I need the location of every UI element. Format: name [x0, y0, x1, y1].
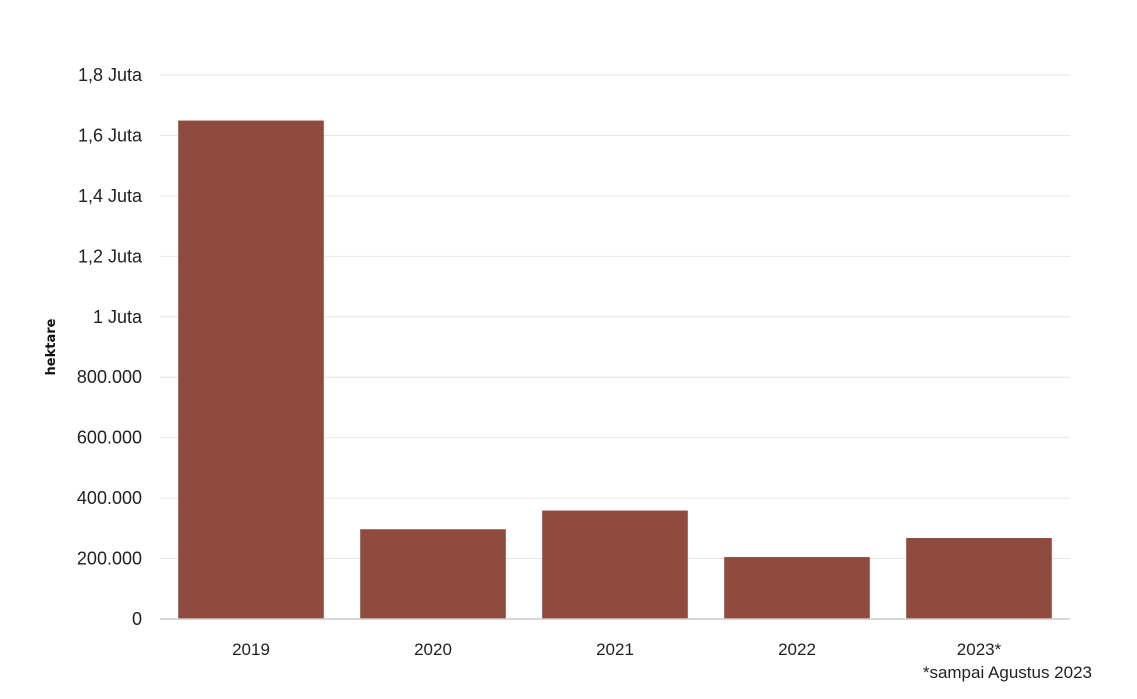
bar: [906, 538, 1052, 619]
y-tick-label: 600.000: [77, 428, 142, 448]
y-tick-label: 1,2 Juta: [78, 246, 143, 266]
y-tick-label: 1 Juta: [93, 307, 143, 327]
y-tick-label: 200.000: [77, 549, 142, 569]
y-tick-label: 400.000: [77, 488, 142, 508]
bars: [178, 120, 1052, 619]
x-tick-label: 2020: [414, 640, 452, 659]
y-tick-label: 0: [132, 609, 142, 629]
x-tick-label: 2022: [778, 640, 816, 659]
x-axis-ticks: 2019 2020 2021 2022 2023*: [232, 640, 1002, 659]
y-tick-label: 1,6 Juta: [78, 125, 143, 145]
y-axis-ticks: 0 200.000 400.000 600.000 800.000 1 Juta 1,2 J…: [77, 65, 143, 629]
x-tick-label: 2023*: [957, 640, 1002, 659]
y-tick-label: 800.000: [77, 367, 142, 387]
bar: [542, 510, 688, 619]
footnote: *sampai Agustus 2023: [923, 663, 1092, 682]
x-tick-label: 2021: [596, 640, 634, 659]
y-tick-label: 1,4 Juta: [78, 186, 143, 206]
y-axis-label: hektare: [44, 318, 59, 375]
bar: [724, 557, 870, 619]
bar: [178, 120, 324, 619]
bar: [360, 529, 506, 619]
y-tick-label: 1,8 Juta: [78, 65, 143, 85]
x-tick-label: 2019: [232, 640, 270, 659]
